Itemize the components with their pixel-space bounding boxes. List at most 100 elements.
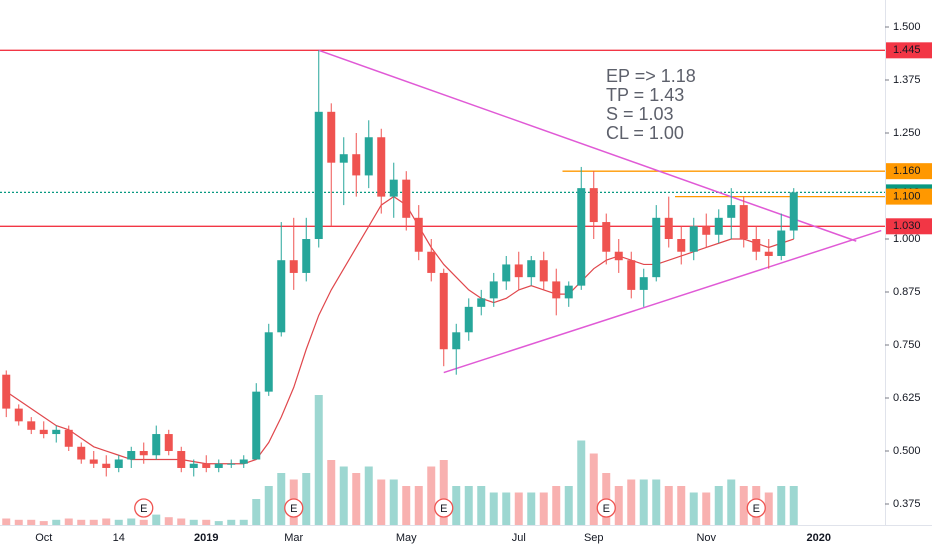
- volume-bar: [264, 486, 273, 525]
- x-tick-label: Oct: [35, 532, 52, 544]
- volume-bar: [152, 514, 161, 525]
- candle-body: [427, 251, 436, 273]
- volume-bar: [689, 492, 698, 525]
- candle-body: [664, 217, 673, 240]
- candle-body: [714, 217, 723, 235]
- candle-body: [252, 391, 261, 460]
- x-tick-label: Nov: [696, 532, 716, 544]
- volume-bar: [302, 473, 311, 525]
- candle-body: [702, 226, 711, 235]
- candle-body: [102, 463, 111, 468]
- level-label: 1.445: [893, 44, 921, 56]
- candle-body: [314, 111, 323, 240]
- candle-body: [289, 260, 298, 273]
- candle-body: [789, 192, 798, 231]
- volume: [2, 395, 798, 525]
- candle-body: [602, 222, 611, 252]
- event-marker: [284, 498, 304, 518]
- x-tick-label: Sep: [584, 532, 604, 544]
- candle-body: [777, 230, 786, 256]
- volume-bar: [202, 519, 211, 525]
- candle-body: [139, 451, 148, 456]
- volume-bar: [52, 519, 61, 525]
- candle-body: [264, 332, 273, 392]
- x-tick-label: Mar: [284, 532, 303, 544]
- x-tick-label: May: [396, 532, 417, 544]
- candle-body: [452, 332, 461, 350]
- volume-bar: [39, 521, 48, 525]
- volume-bar: [214, 521, 223, 525]
- level-label: 1.030: [893, 220, 921, 232]
- volume-bar: [252, 499, 261, 525]
- candle-body: [627, 260, 636, 290]
- volume-bar: [89, 519, 98, 525]
- candle-body: [539, 260, 548, 282]
- y-tick-label: 0.750: [893, 339, 921, 351]
- y-tick-label: 1.000: [893, 233, 921, 245]
- volume-bar: [627, 479, 636, 525]
- candle-body: [752, 239, 761, 252]
- volume-bar: [614, 486, 623, 525]
- candle-body: [414, 217, 423, 252]
- x-tick-label: 2019: [194, 532, 218, 544]
- volume-bar: [589, 453, 598, 525]
- volume-bar: [577, 440, 586, 525]
- volume-bar: [502, 492, 511, 525]
- candle-body: [402, 179, 411, 218]
- volume-bar: [239, 519, 248, 525]
- candle-body: [227, 463, 236, 465]
- volume-bar: [314, 395, 323, 525]
- event-label: E: [753, 503, 760, 515]
- candle-body: [327, 111, 336, 163]
- volume-bar: [377, 479, 386, 525]
- level-label-box: [886, 42, 932, 59]
- candle-body: [502, 264, 511, 282]
- candle-body: [764, 251, 773, 256]
- event-marker: [134, 498, 154, 518]
- candle-body: [164, 434, 173, 452]
- candle-body: [464, 306, 473, 333]
- candle-body: [202, 463, 211, 468]
- volume-bar: [389, 479, 398, 525]
- volume-bar: [789, 486, 798, 525]
- candle-body: [577, 188, 586, 286]
- volume-bar: [77, 519, 86, 525]
- volume-bar: [552, 486, 561, 525]
- volume-bar: [164, 517, 173, 525]
- volume-bar: [364, 466, 373, 525]
- x-tick-label: 2020: [807, 532, 831, 544]
- volume-bar: [714, 486, 723, 525]
- volume-bar: [339, 466, 348, 525]
- volume-bar: [477, 486, 486, 525]
- volume-bar: [664, 486, 673, 525]
- annotation: EP => 1.18: [606, 66, 696, 86]
- candle-body: [2, 374, 11, 409]
- volume-bar: [414, 486, 423, 525]
- candle-body: [639, 277, 648, 290]
- axes: 0.375 0.500 0.625 0.750 0.875 1.000 1.250 1.375…: [35, 21, 932, 544]
- trendline: [443, 229, 882, 374]
- volume-bar: [489, 492, 498, 525]
- volume-bar: [177, 518, 186, 525]
- annotation: S = 1.03: [606, 104, 674, 124]
- candle-body: [652, 217, 661, 278]
- candle-body: [489, 281, 498, 299]
- y-tick-label: 1.375: [893, 74, 921, 86]
- candle-body: [739, 205, 748, 240]
- candle-body: [152, 434, 161, 456]
- volume-bar: [64, 518, 73, 525]
- candle-body: [177, 451, 186, 468]
- candle-body: [77, 446, 86, 460]
- event-label: E: [290, 503, 297, 515]
- y-tick-label: 0.500: [893, 445, 921, 457]
- candle-body: [52, 429, 61, 435]
- candle-body: [27, 421, 36, 430]
- annotation: CL = 1.00: [606, 123, 684, 143]
- volume-bar: [277, 473, 286, 525]
- candle-body: [39, 429, 48, 435]
- candle-body: [64, 429, 73, 447]
- candle-body: [277, 260, 286, 333]
- candle-body: [527, 260, 536, 278]
